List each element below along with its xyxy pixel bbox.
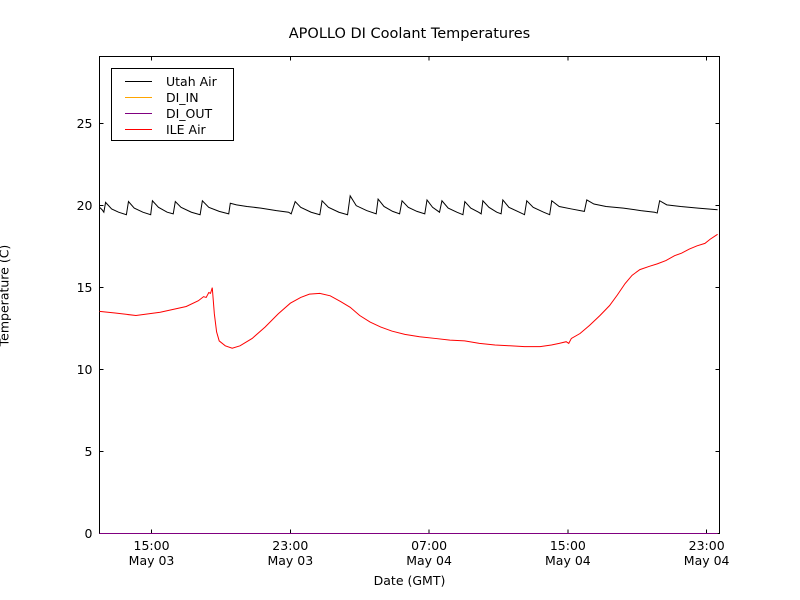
x-tick-label: 23:00 May 04 — [683, 537, 730, 568]
y-tick-label: 20 — [76, 197, 93, 213]
legend-line-swatch — [125, 80, 152, 82]
legend-line-swatch — [125, 96, 152, 98]
legend-entry: DI_OUT — [112, 105, 233, 121]
legend-label: DI_IN — [166, 89, 199, 105]
legend-line-swatch — [125, 112, 152, 114]
y-axis-label: Temperature (C) — [0, 244, 12, 347]
y-tick-label: 15 — [76, 279, 93, 295]
chart-title: APOLLO DI Coolant Temperatures — [288, 26, 531, 42]
legend-entry: Utah Air — [112, 73, 233, 89]
x-axis-label: Date (GMT) — [373, 573, 446, 588]
y-tick-label: 0 — [84, 525, 93, 541]
legend-entry: ILE Air — [112, 121, 233, 137]
legend-label: Utah Air — [166, 73, 217, 89]
x-tick-label: 07:00 May 04 — [406, 537, 452, 568]
x-tick-label: 15:00 May 03 — [128, 537, 175, 568]
x-tick-label: 15:00 May 04 — [545, 537, 591, 568]
legend-line-swatch — [125, 128, 152, 130]
legend: Utah Air DI_IN DI_OUT ILE Air — [111, 68, 234, 141]
legend-entry: DI_IN — [112, 89, 233, 105]
legend-label: DI_OUT — [166, 105, 213, 121]
series-line-utah-air — [99, 194, 718, 216]
y-tick-label: 10 — [76, 361, 93, 377]
x-tick-label: 23:00 May 03 — [267, 537, 314, 568]
y-tick-label: 5 — [84, 443, 93, 459]
y-tick-label: 25 — [76, 115, 93, 131]
series-line-ile-air — [99, 233, 718, 349]
legend-label: ILE Air — [166, 121, 206, 137]
